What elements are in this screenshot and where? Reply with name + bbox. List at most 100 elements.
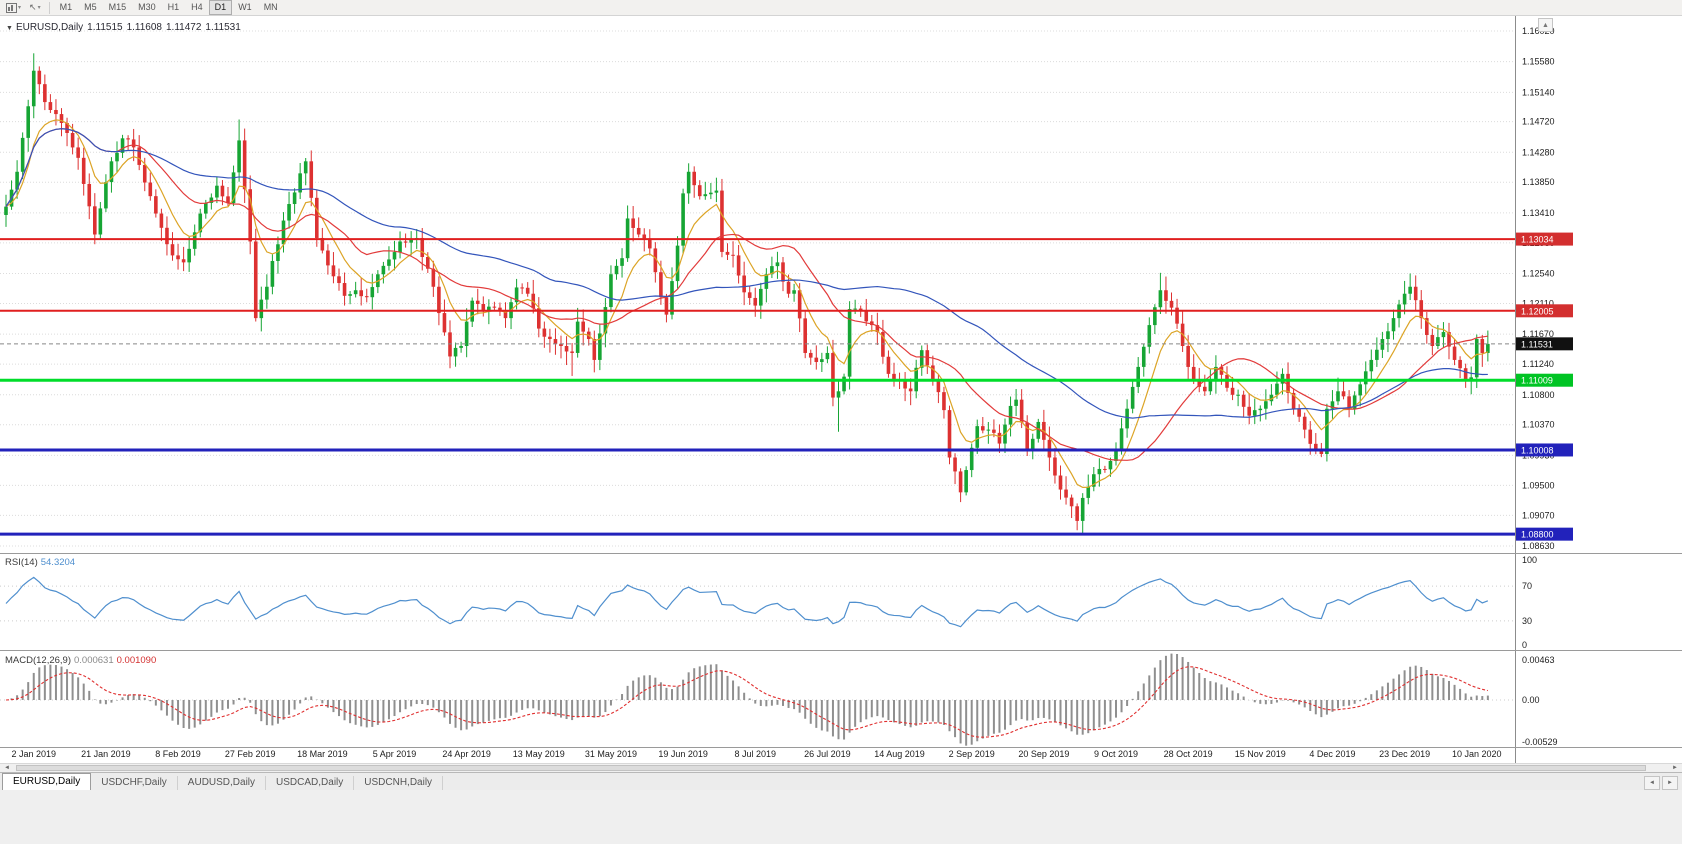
price-axis-label: 1.12110 [1522, 298, 1554, 308]
timeframe-button-H1[interactable]: H1 [167, 2, 180, 12]
moving-average-55 [5, 128, 1488, 419]
symbol-dropdown-icon[interactable]: ▼ [6, 25, 13, 32]
macd-indicator-label: MACD(12,26,9) 0.000631 0.001090 [5, 655, 156, 666]
price-tag: 1.11009 [1516, 373, 1573, 387]
header-close: 1.11531 [205, 22, 241, 33]
header-high: 1.11608 [126, 22, 162, 33]
date-axis-label: 13 May 2019 [513, 749, 565, 759]
price-axis-label: 1.08630 [1522, 541, 1555, 551]
rsi-indicator-label: RSI(14) 54.3204 [5, 557, 75, 568]
macd-histogram [10, 653, 1489, 746]
price-axis-label: 1.12540 [1522, 269, 1555, 279]
chart-type-button[interactable]: ▾ [3, 1, 24, 15]
timeframe-button-MN[interactable]: MN [263, 2, 278, 12]
moving-average-8 [5, 119, 1489, 488]
chart-tabs: EURUSD,Daily USDCHF,Daily AUDUSD,Daily USDC… [0, 773, 1682, 790]
date-axis-label: 4 Dec 2019 [1309, 749, 1355, 759]
rsi-axis-label: 100 [1522, 555, 1537, 565]
price-tag: 1.13034 [1516, 232, 1573, 246]
date-axis-label: 26 Jul 2019 [804, 749, 851, 759]
date-axis-label: 27 Feb 2019 [225, 749, 276, 759]
timeframe-button-H4[interactable]: H4 [191, 2, 203, 12]
price-tag-label: 1.12005 [1521, 306, 1554, 316]
price-axis-label: 1.09070 [1522, 510, 1555, 520]
date-axis-label: 2 Jan 2019 [11, 749, 56, 759]
scroll-left-icon[interactable]: ◄ [4, 765, 10, 771]
date-axis-label: 5 Apr 2019 [373, 749, 417, 759]
rsi-axis-label: 70 [1522, 581, 1532, 591]
tabs-scroll-right-button[interactable]: ► [1662, 776, 1678, 790]
timeframe-buttons: M1 M5 M15 M30 H1 H4 D1 W1 MN [54, 0, 284, 15]
candlestick-series [4, 53, 1490, 535]
price-axis-label: 1.13850 [1522, 177, 1555, 187]
horizontal-scrollbar[interactable]: ◄ ► [0, 763, 1682, 772]
timeframe-button-M1[interactable]: M1 [59, 2, 73, 12]
bar-chart-icon [6, 2, 17, 13]
tab-scrollers: ◄ ► [1644, 776, 1678, 790]
price-axis-label: 1.13410 [1522, 208, 1555, 218]
scroll-up-button[interactable]: ▲ [1538, 18, 1553, 32]
macd-name: MACD(12,26,9) [5, 655, 71, 666]
date-axis-label: 8 Feb 2019 [155, 749, 201, 759]
price-axis-label: 1.09500 [1522, 480, 1555, 490]
caret-down-icon: ▾ [18, 5, 22, 11]
price-tag: 1.11531 [1516, 337, 1573, 351]
scroll-right-icon[interactable]: ► [1672, 765, 1678, 771]
chart-tab-USDCHF[interactable]: USDCHF,Daily [91, 776, 178, 790]
window-bottom-area [0, 790, 1682, 844]
chart-canvas[interactable]: 1.160201.155801.151401.147201.142801.138… [0, 0, 1682, 763]
price-tag-label: 1.10008 [1521, 445, 1554, 455]
date-axis-label: 10 Jan 2020 [1452, 749, 1502, 759]
rsi-axis-label: 0 [1522, 640, 1527, 650]
rsi-value: 54.3204 [40, 557, 76, 568]
price-axis-label: 1.11240 [1522, 359, 1554, 369]
price-tag-label: 1.13034 [1521, 235, 1554, 245]
chart-tab-USDCAD[interactable]: USDCAD,Daily [266, 776, 355, 790]
price-axis-label: 1.10370 [1522, 420, 1555, 430]
tabs-scroll-left-button[interactable]: ◄ [1644, 776, 1660, 790]
date-axis-label: 31 May 2019 [585, 749, 637, 759]
scrollbar-thumb[interactable] [16, 765, 1646, 771]
price-axis-label: 1.14720 [1522, 117, 1555, 127]
header-low: 1.11472 [165, 22, 202, 33]
chart-tabs-bar: EURUSD,Daily USDCHF,Daily AUDUSD,Daily USDC… [0, 772, 1682, 790]
header-open: 1.11515 [87, 22, 123, 33]
date-axis-label: 9 Oct 2019 [1094, 749, 1138, 759]
chart-tab-AUDUSD[interactable]: AUDUSD,Daily [178, 776, 267, 790]
price-axis-label: 1.15140 [1522, 87, 1555, 97]
timeframe-button-W1[interactable]: W1 [238, 2, 252, 12]
date-axis-label: 18 Mar 2019 [297, 749, 348, 759]
price-tag: 1.12005 [1516, 304, 1573, 318]
cursor-tool-button[interactable]: ↖ ▾ [26, 1, 44, 15]
chart-ohlc-header: ▼ EURUSD,Daily 1.11515 1.11608 1.11472 1.1153… [6, 22, 245, 33]
chart-tab-USDCNH[interactable]: USDCNH,Daily [354, 776, 444, 790]
price-axis-label: 1.15580 [1522, 57, 1555, 67]
price-tag: 1.08800 [1516, 527, 1573, 541]
price-tag-label: 1.11531 [1521, 339, 1553, 349]
date-axis-label: 21 Jan 2019 [81, 749, 131, 759]
date-axis-label: 28 Oct 2019 [1164, 749, 1213, 759]
timeframe-button-M5[interactable]: M5 [84, 2, 97, 12]
price-tag-label: 1.11009 [1521, 376, 1553, 386]
timeframe-button-M15[interactable]: M15 [108, 2, 127, 12]
price-tag: 1.10008 [1516, 443, 1573, 457]
macd-value-signal: 0.001090 [116, 655, 157, 666]
cursor-icon: ↖ [29, 2, 37, 12]
timeframe-button-M30[interactable]: M30 [138, 2, 156, 12]
macd-axis-label: 0.00 [1522, 695, 1540, 705]
price-tag-label: 1.08800 [1521, 530, 1554, 540]
price-axis-label: 1.10800 [1522, 390, 1555, 400]
toolbar: ▾ ↖ ▾ M1 M5 M15 M30 H1 H4 D1 W1 MN [0, 0, 1682, 16]
date-axis-label: 2 Sep 2019 [949, 749, 995, 759]
timeframe-button-D1[interactable]: D1 [208, 0, 233, 15]
rsi-name: RSI(14) [5, 557, 38, 568]
date-axis-label: 20 Sep 2019 [1018, 749, 1069, 759]
toolbar-separator [48, 1, 50, 14]
header-symbol: EURUSD,Daily [15, 22, 84, 33]
caret-down-icon: ▾ [37, 5, 41, 11]
chart-tab-EURUSD[interactable]: EURUSD,Daily [2, 773, 92, 790]
price-axis-label: 1.14280 [1522, 147, 1555, 157]
date-axis-label: 19 Jun 2019 [658, 749, 708, 759]
rsi-line [5, 576, 1489, 628]
